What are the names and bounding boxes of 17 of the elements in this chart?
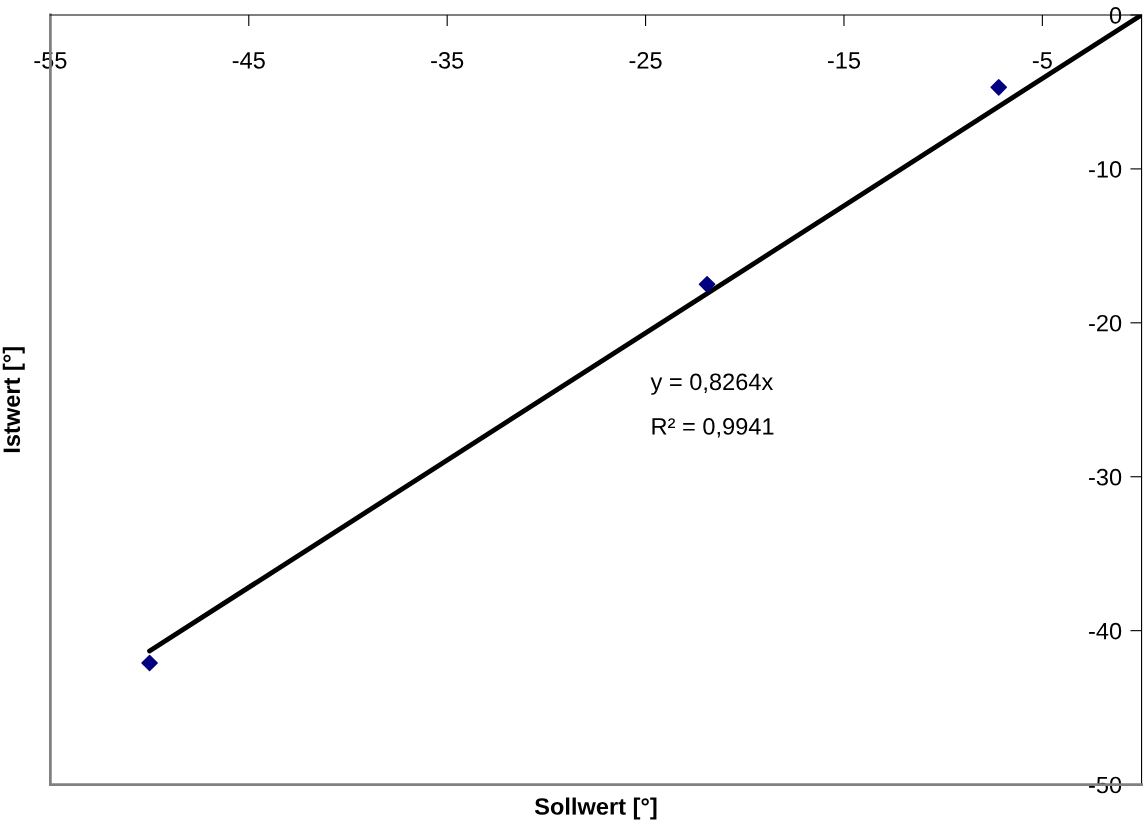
y-tick-label: 0 (1109, 7, 1122, 24)
x-tick-label: -5 (1032, 52, 1052, 69)
point (698, 276, 716, 293)
x-tick-label: -35 (431, 51, 464, 69)
y-tick-label: -10 (1089, 160, 1122, 178)
y-axis-title: Istwert [°] (2, 347, 25, 453)
y-tick-label: -30 (1089, 468, 1122, 486)
annotation: R² = 0,9941 (652, 418, 774, 438)
x-axis-title: Sollwert [°] (534, 797, 657, 820)
y-tick-label: -40 (1089, 622, 1122, 640)
x-tick-label: -25 (629, 51, 662, 69)
annotation: y = 0,8264x (650, 373, 774, 395)
y-tick-label: -20 (1089, 314, 1122, 332)
point (990, 79, 1008, 96)
x-tick-label: -45 (232, 52, 265, 69)
point (141, 654, 158, 672)
x-tick-label: -15 (827, 52, 861, 69)
